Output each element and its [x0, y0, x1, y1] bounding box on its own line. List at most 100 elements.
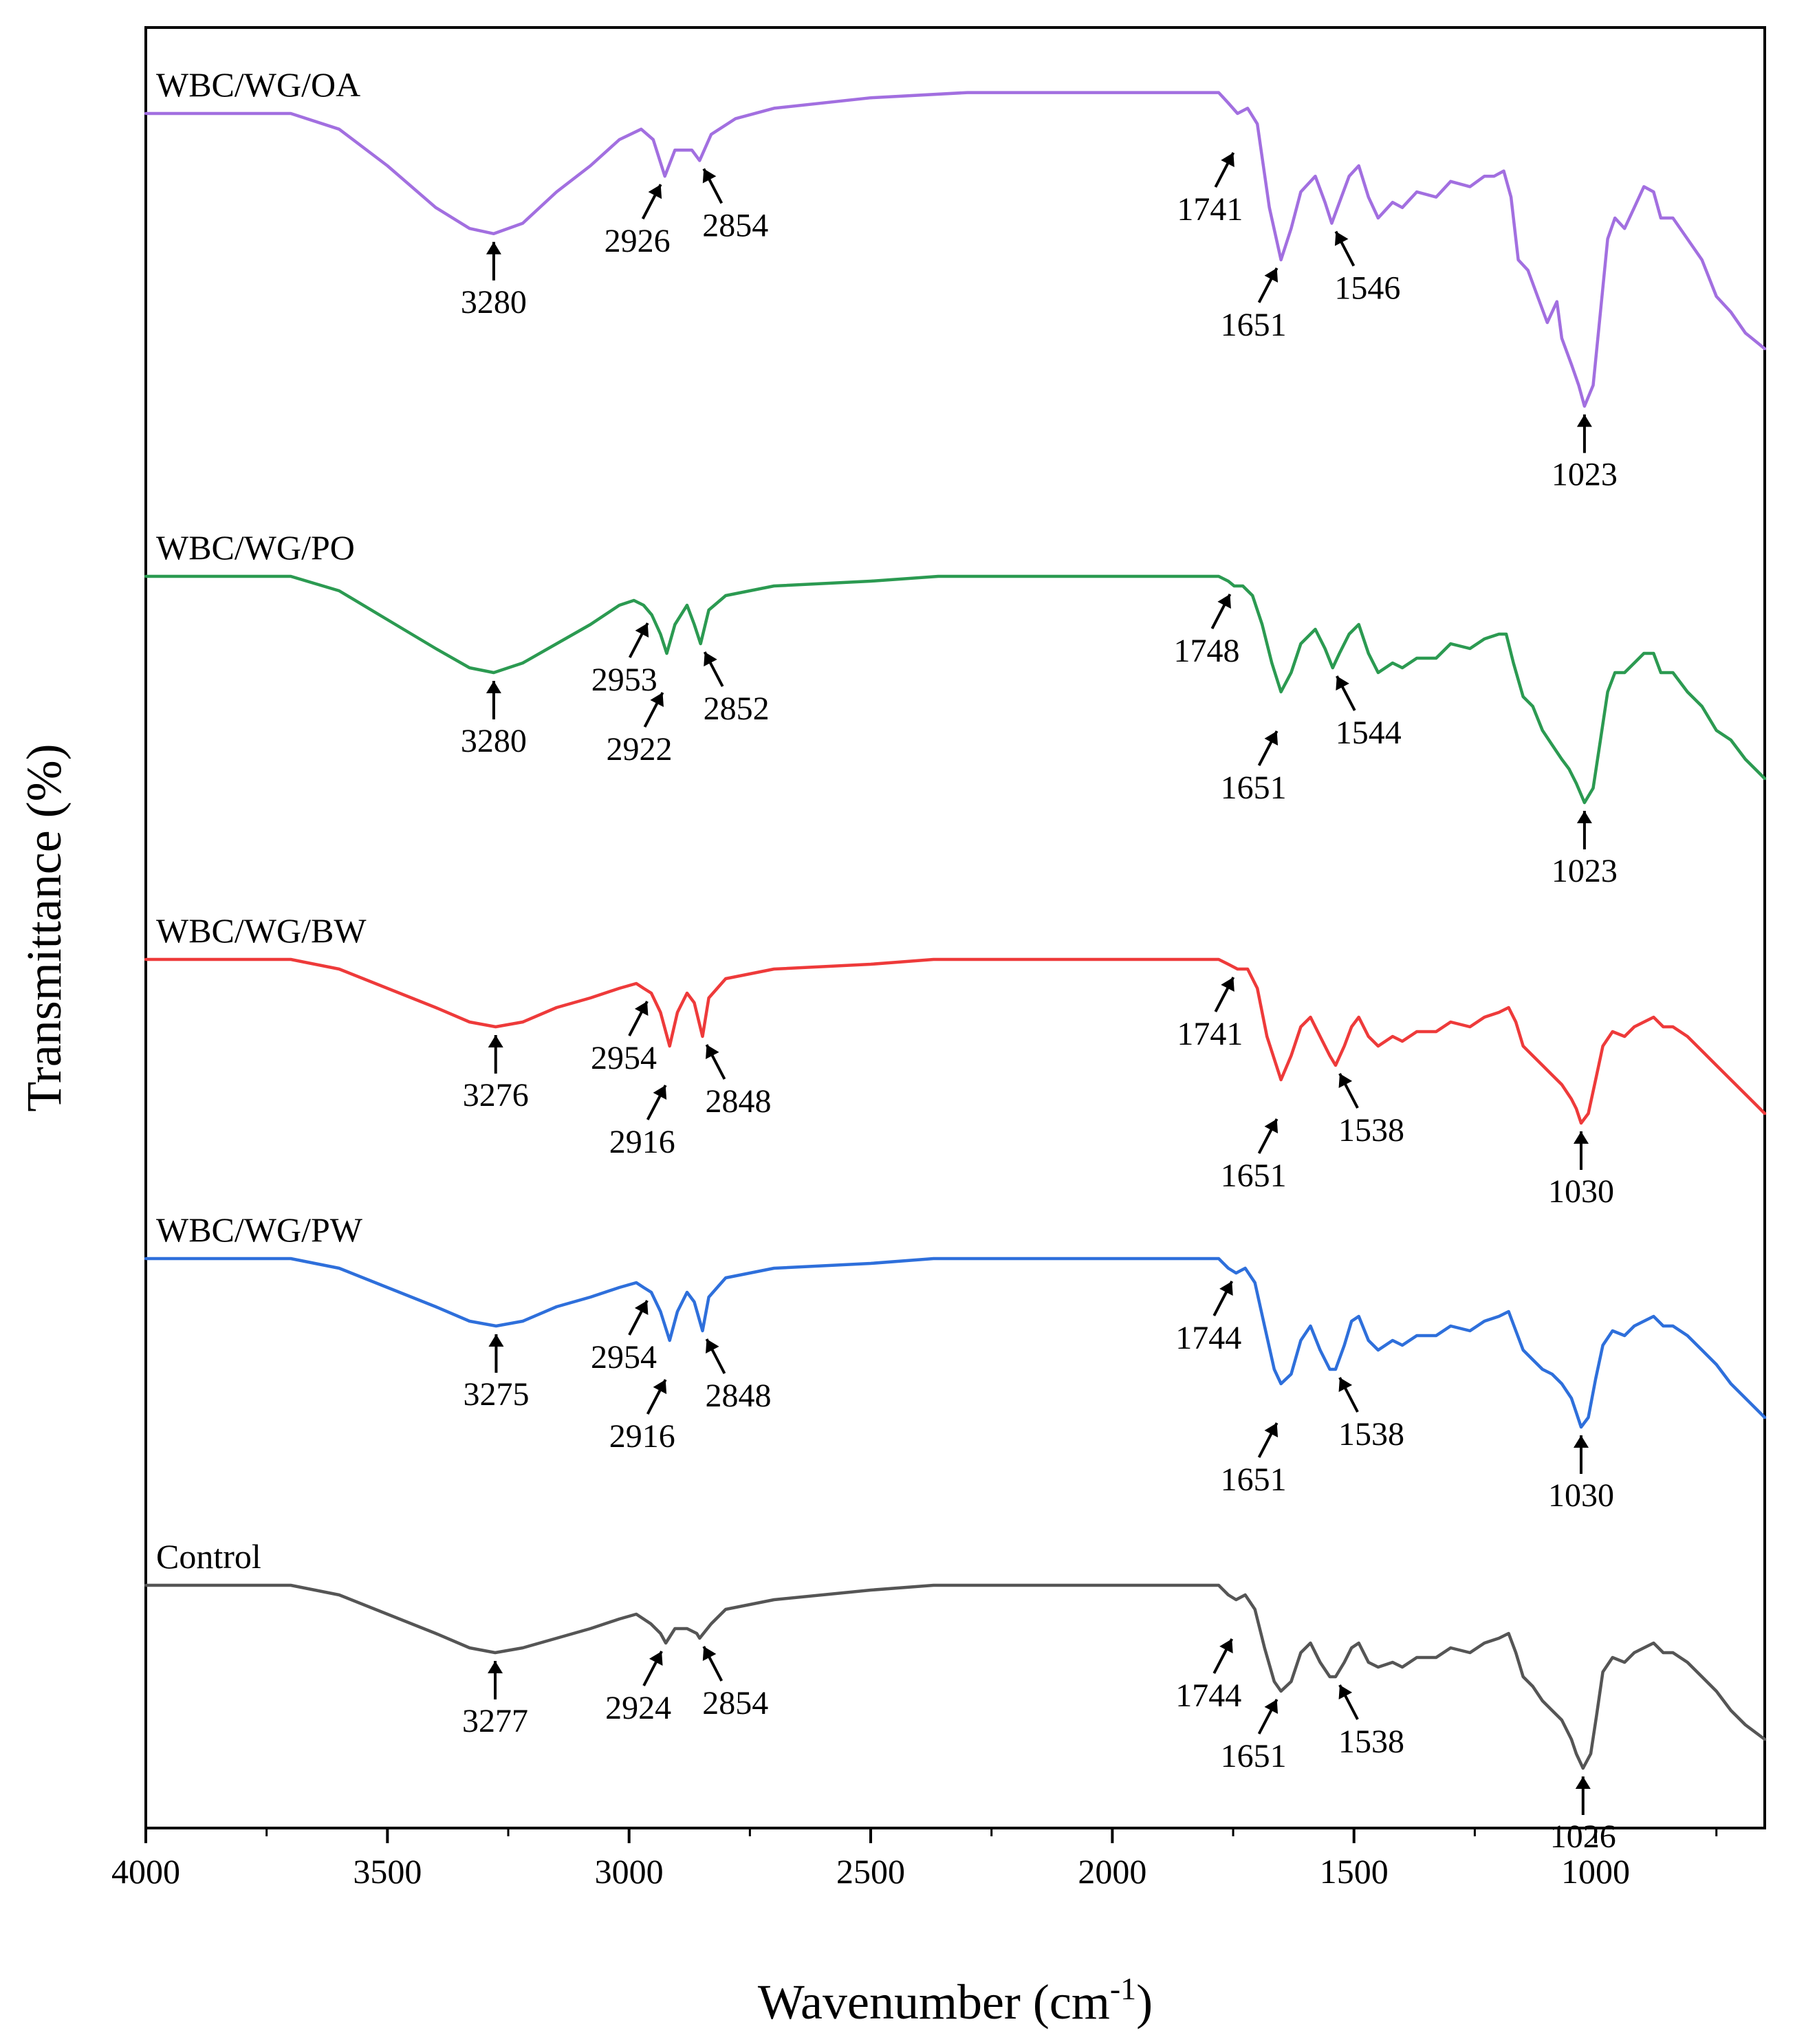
peak-label: 2922 [606, 731, 672, 768]
peak-label: 2916 [609, 1124, 675, 1160]
peak-label: 1538 [1338, 1112, 1404, 1149]
peak-annotation: 3276 [463, 1035, 529, 1113]
peak-label: 1023 [1552, 457, 1618, 493]
peak-label: 2852 [704, 691, 770, 727]
peak-annotation: 1748 [1173, 594, 1239, 669]
x-tick-label: 3500 [353, 1852, 422, 1891]
peak-arrowhead [488, 1334, 504, 1347]
peak-annotation: 1544 [1336, 675, 1402, 751]
peak-arrowhead [706, 1045, 719, 1060]
peak-label: 3280 [461, 723, 527, 759]
peak-label: 3277 [462, 1703, 528, 1739]
peak-annotation: 1023 [1552, 811, 1618, 889]
peak-label: 1544 [1336, 715, 1402, 751]
peak-arrowhead [649, 1651, 663, 1666]
peak-arrowhead [1336, 676, 1349, 691]
series-line-wbc-wg-pw [144, 1257, 1767, 1429]
series-name-label: WBC/WG/PO [156, 528, 355, 567]
peak-arrowhead [1264, 1119, 1279, 1134]
peak-label: 2848 [705, 1378, 771, 1414]
peak-label: 1030 [1548, 1173, 1614, 1210]
peak-label: 3276 [463, 1077, 529, 1113]
peak-annotation: 1030 [1548, 1435, 1614, 1514]
peak-label: 1741 [1177, 1016, 1243, 1052]
peak-annotation: 1651 [1221, 267, 1287, 343]
peak-arrowhead [702, 1646, 717, 1662]
peak-label: 1538 [1338, 1416, 1404, 1453]
peak-label: 2953 [591, 662, 657, 698]
peak-arrowhead [1573, 1131, 1589, 1144]
peak-arrowhead [1221, 153, 1234, 168]
x-tick-label: 1000 [1561, 1852, 1630, 1891]
peak-annotation: 1651 [1221, 730, 1287, 806]
peak-annotation: 1026 [1550, 1776, 1616, 1855]
peak-arrowhead [1334, 231, 1349, 246]
x-tick-label: 4000 [111, 1852, 180, 1891]
peak-annotation: 2848 [705, 1044, 771, 1120]
peak-annotation: 1741 [1177, 977, 1243, 1052]
peak-annotation: 1744 [1175, 1638, 1241, 1714]
peak-annotation: 1538 [1338, 1073, 1404, 1149]
peak-annotation: 2916 [609, 1379, 675, 1455]
peak-arrowhead [1219, 1281, 1233, 1296]
peak-arrowhead [1576, 811, 1592, 823]
peak-label: 1651 [1221, 1738, 1287, 1774]
series-line-wbc-wg-po [144, 574, 1767, 805]
peak-annotation: 1651 [1221, 1118, 1287, 1194]
peak-arrowhead [1264, 268, 1279, 283]
peak-label: 1741 [1177, 191, 1243, 228]
peak-arrowhead [1219, 1639, 1233, 1654]
peak-label: 2854 [702, 1685, 768, 1721]
peak-annotation: 3280 [461, 241, 527, 320]
peak-annotation: 1651 [1221, 1422, 1287, 1498]
peak-label: 2924 [605, 1690, 671, 1726]
peak-label: 1546 [1334, 270, 1400, 307]
peak-arrowhead [634, 1301, 649, 1316]
series-name-label: WBC/WG/OA [156, 65, 360, 104]
x-axis-ticks: 4000 3500 3000 2500 2000 1500 1000 [111, 1828, 1718, 1891]
peak-arrowhead [1264, 1699, 1279, 1715]
peak-label: 1651 [1221, 1157, 1287, 1194]
peak-annotation: 2954 [591, 1001, 657, 1076]
peak-annotation: 2848 [705, 1338, 771, 1414]
peak-arrowhead [653, 1085, 667, 1100]
peak-annotation: 1741 [1177, 152, 1243, 228]
peak-label: 1744 [1175, 1320, 1241, 1356]
x-tick-label: 1500 [1320, 1852, 1389, 1891]
peak-label: 3275 [463, 1376, 529, 1413]
peak-annotation: 2926 [605, 184, 671, 259]
peak-label: 1023 [1552, 853, 1618, 889]
series-name-label: WBC/WG/BW [156, 911, 367, 950]
peak-annotation: 1030 [1548, 1131, 1614, 1210]
peak-arrowhead [486, 241, 501, 254]
peak-arrowhead [653, 1380, 667, 1395]
peak-annotation: 1651 [1221, 1699, 1287, 1774]
peak-label: 1651 [1221, 307, 1287, 343]
peak-arrowhead [702, 168, 717, 184]
peak-arrowhead [1338, 1685, 1353, 1700]
peak-label: 2854 [702, 207, 768, 243]
peak-label: 1030 [1548, 1477, 1614, 1514]
peak-label: 2926 [605, 223, 671, 259]
x-tick-label: 2000 [1078, 1852, 1146, 1891]
peak-arrowhead [704, 652, 717, 667]
peak-arrowhead [1264, 731, 1279, 746]
peak-annotation: 1546 [1334, 230, 1400, 307]
x-tick-label: 3000 [595, 1852, 664, 1891]
peak-label: 1651 [1221, 770, 1287, 806]
peak-arrowhead [635, 623, 649, 638]
peak-arrowhead [1338, 1074, 1353, 1089]
peak-label: 2954 [591, 1339, 657, 1376]
peak-arrowhead [1575, 1776, 1591, 1789]
series-layer: WBC/WG/OA WBC/WG/PO WBC/WG/BW WBC/WG/PW Cont… [144, 65, 1767, 1770]
peak-arrowhead [1217, 594, 1231, 609]
peak-arrowhead [1573, 1435, 1589, 1448]
peak-label: 2848 [705, 1083, 771, 1120]
peak-annotations: 3280 2926 2854 1741 1651 1546 1023 3280 2953 2922… [461, 152, 1618, 1855]
peak-arrowhead [634, 1001, 649, 1016]
peak-arrowhead [706, 1339, 719, 1354]
peak-arrowhead [486, 681, 501, 693]
peak-annotation: 2852 [704, 651, 770, 727]
x-axis-title: Wavenumber (cm-1) [758, 1971, 1153, 2030]
